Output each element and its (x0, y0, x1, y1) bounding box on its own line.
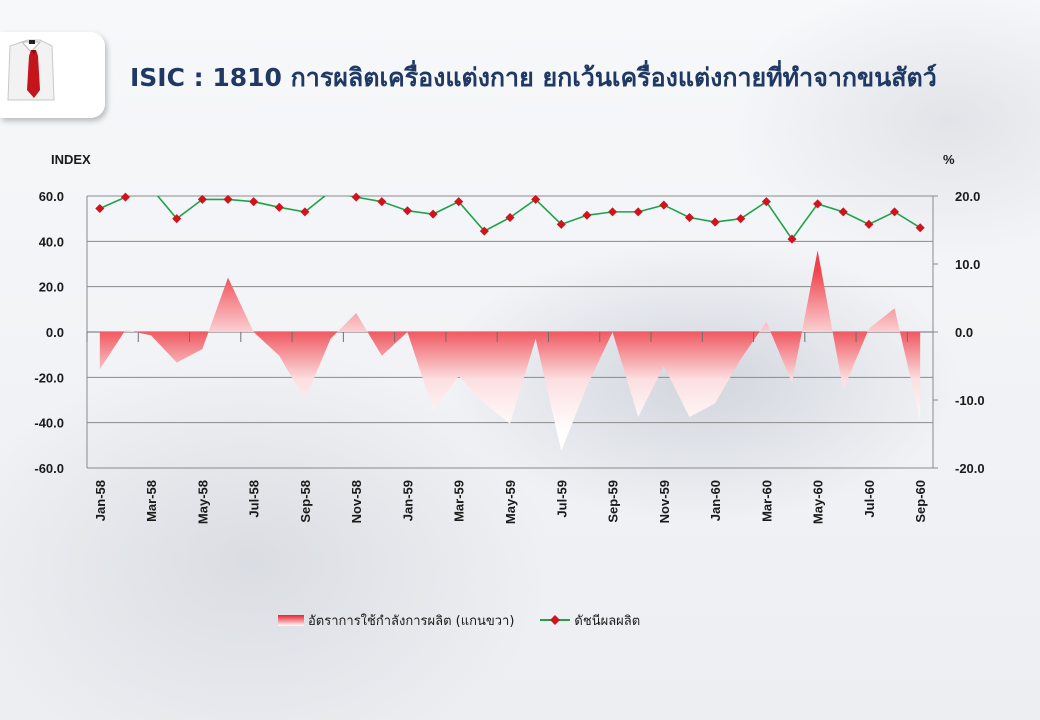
y-right-tick-label: 20.0 (955, 189, 980, 204)
x-tick-label: Mar-59 (452, 480, 467, 522)
x-tick-label: Jan-59 (400, 480, 415, 521)
legend-area-swatch (278, 614, 304, 626)
x-tick-label: Jul-58 (247, 480, 262, 518)
index-marker (120, 192, 130, 202)
y-right-tick-label: 0.0 (955, 325, 973, 340)
index-marker (761, 197, 771, 207)
index-marker (428, 209, 438, 219)
index-marker (223, 194, 233, 204)
index-marker (684, 213, 694, 223)
index-marker (351, 192, 361, 202)
y-right-tick-label: 10.0 (955, 257, 980, 272)
index-marker (249, 197, 259, 207)
index-marker (659, 200, 669, 210)
x-tick-label: Jul-60 (862, 480, 877, 518)
shirt-tie-icon (7, 39, 55, 101)
x-tick-label: Jul-59 (554, 480, 569, 518)
index-marker (633, 207, 643, 217)
index-marker (402, 206, 412, 216)
y-right-tick-label: -10.0 (955, 393, 985, 408)
index-marker (556, 219, 566, 229)
x-tick-label: May-59 (503, 480, 518, 524)
index-marker (197, 194, 207, 204)
y-left-tick-label: -60.0 (34, 461, 64, 476)
x-tick-label: Mar-58 (144, 480, 159, 522)
y-left-tick-label: -40.0 (34, 416, 64, 431)
y-left-tick-label: 60.0 (39, 189, 64, 204)
y-left-tick-label: 40.0 (39, 234, 64, 249)
index-marker (890, 207, 900, 217)
y-left-tick-label: 0.0 (46, 325, 64, 340)
index-marker (95, 203, 105, 213)
x-tick-label: May-60 (811, 480, 826, 524)
index-marker (736, 214, 746, 224)
x-tick-label: Nov-59 (657, 480, 672, 523)
y-left-tick-label: -20.0 (34, 370, 64, 385)
legend-item-capacity: อัตราการใช้กำลังการผลิต (แกนขวา) (278, 610, 514, 631)
x-tick-label: Mar-60 (759, 480, 774, 522)
index-marker (274, 202, 284, 212)
index-marker (582, 210, 592, 220)
left-axis-title: INDEX (51, 152, 91, 167)
y-right-tick-label: -20.0 (955, 461, 985, 476)
y-left-tick-label: 20.0 (39, 280, 64, 295)
chart-legend: อัตราการใช้กำลังการผลิต (แกนขวา) ดัชนีผล… (278, 610, 666, 630)
index-marker (915, 223, 925, 233)
x-tick-label: Sep-59 (606, 480, 621, 523)
page-title: ISIC : 1810 การผลิตเครื่องแต่งกาย ยกเว้น… (130, 63, 937, 92)
x-tick-label: Sep-58 (298, 480, 313, 523)
index-marker (838, 207, 848, 217)
legend-label-capacity: อัตราการใช้กำลังการผลิต (แกนขวา) (308, 613, 515, 629)
index-marker (454, 197, 464, 207)
area-series-negative (99, 332, 921, 451)
x-tick-label: Jan-60 (708, 480, 723, 521)
legend-label-index: ดัชนีผลผลิต (574, 613, 641, 629)
index-marker (710, 217, 720, 227)
header-icon-box (0, 32, 105, 118)
index-marker (377, 197, 387, 207)
legend-item-index: ดัชนีผลผลิต (540, 610, 640, 631)
x-tick-label: Nov-58 (349, 480, 364, 523)
x-tick-label: Jan-58 (93, 480, 108, 521)
x-tick-label: May-58 (195, 480, 210, 524)
legend-line-swatch (540, 615, 571, 625)
index-marker (172, 214, 182, 224)
x-tick-label: Sep-60 (913, 480, 928, 523)
index-marker (608, 207, 618, 217)
index-marker (864, 219, 874, 229)
right-axis-title: % (943, 152, 955, 167)
